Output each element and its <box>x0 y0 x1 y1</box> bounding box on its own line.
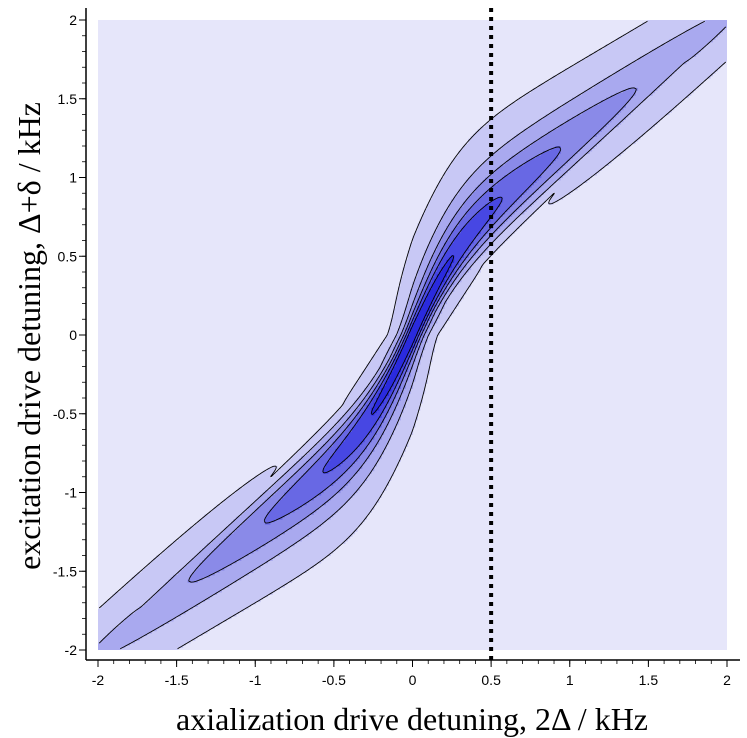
y-tick-label: -2 <box>65 642 78 658</box>
y-tick-label: 2 <box>69 12 77 28</box>
x-tick-label: -1 <box>249 672 262 688</box>
contour-line-6 <box>370 255 455 415</box>
x-tick-label: 1 <box>566 672 574 688</box>
x-tick-label: -2 <box>92 672 105 688</box>
y-tick-label: 1.5 <box>58 91 78 107</box>
contour-line-1 <box>98 20 727 650</box>
y-axis-title: excitation drive detuning, Δ+δ / kHz <box>11 102 47 570</box>
contour-line-2 <box>98 20 727 650</box>
contour-lines <box>98 20 727 650</box>
x-axis-title: axialization drive detuning, 2Δ / kHz <box>176 701 648 737</box>
x-tick-label: 1.5 <box>639 672 659 688</box>
y-tick-label: 1 <box>69 170 77 186</box>
x-axis-ticks: -2 -1.5 -1 -0.5 0 0.5 1 1.5 2 <box>92 660 731 688</box>
x-tick-label: 2 <box>723 672 731 688</box>
contour-line-4 <box>263 146 562 524</box>
contour-fills <box>98 20 727 650</box>
y-tick-label: 0.5 <box>58 248 78 264</box>
x-tick-label: -0.5 <box>322 672 346 688</box>
x-tick-label: -1.5 <box>165 672 189 688</box>
y-tick-label: 0 <box>69 327 77 343</box>
contour-line-5 <box>322 196 503 474</box>
y-tick-label: -1.5 <box>53 563 77 579</box>
y-axis-ticks: -2 -1.5 -1 -0.5 0 0.5 1 1.5 2 <box>53 12 86 658</box>
y-tick-label: -0.5 <box>53 406 77 422</box>
x-tick-label: 0 <box>409 672 417 688</box>
y-tick-label: -1 <box>65 485 78 501</box>
x-tick-label: 0.5 <box>481 672 501 688</box>
contour-band-6 <box>371 255 455 416</box>
